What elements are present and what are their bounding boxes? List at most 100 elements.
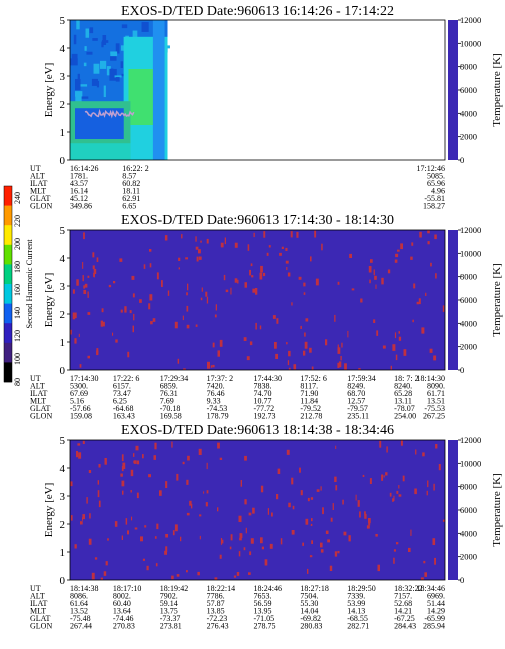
temperature-trace-point (189, 500, 192, 506)
temperature-trace-point (165, 481, 168, 488)
temperature-trace-point (74, 338, 77, 344)
temperature-trace-point (396, 490, 399, 494)
row-value: -70.18 (160, 404, 181, 413)
row-value: 8086. (70, 592, 88, 601)
temperature-trace-point (435, 273, 437, 279)
row-value: 18:14:30 (417, 374, 445, 383)
row-value: 56.59 (254, 599, 272, 608)
temperature-trace-point (311, 366, 314, 370)
temperature-trace-point (125, 518, 128, 525)
row-value: 7786. (207, 592, 225, 601)
colorbar-frame (3, 185, 13, 383)
temperature-trace-point (337, 362, 340, 368)
row-label: GLON (30, 622, 52, 631)
spectrum-cell (89, 27, 94, 34)
temperature-trace-point (80, 521, 83, 525)
temperature-trace-point (82, 262, 84, 269)
row-value: 282.71 (347, 622, 369, 631)
temperature-trace-point (70, 329, 72, 335)
spectrum-cell (71, 53, 78, 61)
temperature-trace-point (178, 267, 180, 270)
temperature-trace-point (237, 279, 239, 284)
temperature-trace-point (214, 314, 217, 318)
temperature-trace-point (373, 319, 376, 323)
temperature-trace-point (344, 363, 347, 370)
temperature-trace-point (263, 272, 266, 277)
row-label: GLAT (30, 194, 51, 203)
y2-axis-label: Temperature [K] (491, 473, 503, 546)
spectrum-cell (99, 60, 107, 69)
y-tick-label: 4 (60, 43, 66, 55)
spectrum-cell (77, 73, 80, 84)
temperature-trace-point (410, 256, 413, 260)
spectrum-cell (76, 20, 80, 30)
row-value: 270.83 (113, 622, 135, 631)
spectrum-cell (152, 20, 165, 160)
row-label: ILAT (30, 599, 47, 608)
plot-frame (69, 19, 446, 161)
temperature-trace-point (210, 365, 213, 368)
temperature-trace-point (91, 572, 95, 580)
temperature-trace-point (249, 269, 251, 276)
spectrum-cell (114, 75, 122, 78)
row-value: 254.00 (394, 412, 416, 421)
temperature-trace-point (144, 525, 147, 528)
row-value: -75.48 (70, 614, 91, 623)
temperature-trace-point (121, 535, 123, 540)
temperature-trace-point (400, 243, 403, 250)
temperature-trace-point (229, 546, 232, 550)
temperature-trace-point (130, 469, 134, 477)
temperature-trace-point (79, 364, 82, 368)
temperature-trace-point (255, 322, 257, 330)
row-value: 13.11 (394, 397, 412, 406)
row-value: 7420. (207, 382, 225, 391)
row-value: 8117. (300, 382, 318, 391)
colorbar-segment (4, 186, 12, 206)
temperature-trace-point (307, 568, 309, 574)
row-value: -72.23 (207, 614, 228, 623)
spectrum-cell (101, 40, 109, 43)
temperature-trace-point (219, 339, 223, 347)
temperature-trace-point (186, 570, 188, 573)
temperature-trace-point (416, 301, 419, 305)
temperature-trace-point (245, 527, 247, 534)
y2-tick-label: 12000 (460, 225, 481, 235)
row-value: 18:14:38 (70, 584, 98, 593)
temperature-trace-point (261, 546, 264, 550)
y-tick-label: 1 (60, 337, 66, 349)
temperature-trace-point (201, 287, 203, 292)
temperature-trace-point (286, 342, 288, 345)
temperature-trace-point (221, 539, 224, 544)
spectrum-cell (74, 78, 81, 91)
temperature-trace-point (348, 535, 351, 542)
temperature-trace-point (148, 474, 151, 478)
y-tick-label: 0 (60, 155, 66, 167)
temperature-trace-point (136, 492, 139, 499)
colorbar-tick-label: 140 (13, 307, 22, 319)
panel-title: EXOS-D/TED Date:960613 18:14:38 - 18:34:… (121, 423, 394, 438)
spectrum-cell (83, 62, 87, 67)
y-tick-label: 5 (60, 225, 66, 237)
colorbar: 240 220 200 180 160 140 120 100 80 Second Harmoni… (3, 185, 34, 386)
temperature-trace-point (310, 256, 312, 262)
temperature-scale-strip (448, 20, 458, 160)
temperature-trace-point (432, 538, 436, 545)
temperature-trace-point (70, 515, 73, 521)
temperature-trace-point (288, 502, 291, 508)
temperature-trace-point (434, 234, 437, 240)
temperature-trace-point (275, 353, 278, 359)
temperature-trace-point (83, 289, 87, 294)
temperature-trace-point (305, 318, 309, 322)
row-value: 7902. (160, 592, 178, 601)
row-value: 158.27 (423, 202, 445, 211)
temperature-trace-point (236, 572, 240, 576)
temperature-trace-point (314, 230, 317, 238)
temperature-trace-point (369, 478, 372, 484)
temperature-trace-point (341, 342, 343, 348)
temperature-trace-point (94, 557, 98, 560)
temperature-trace-point (260, 485, 264, 493)
temperature-scale-strip (448, 230, 458, 370)
temperature-trace-point (225, 289, 229, 293)
colorbar-tick-label: 100 (13, 353, 22, 365)
temperature-trace-point (121, 454, 124, 462)
